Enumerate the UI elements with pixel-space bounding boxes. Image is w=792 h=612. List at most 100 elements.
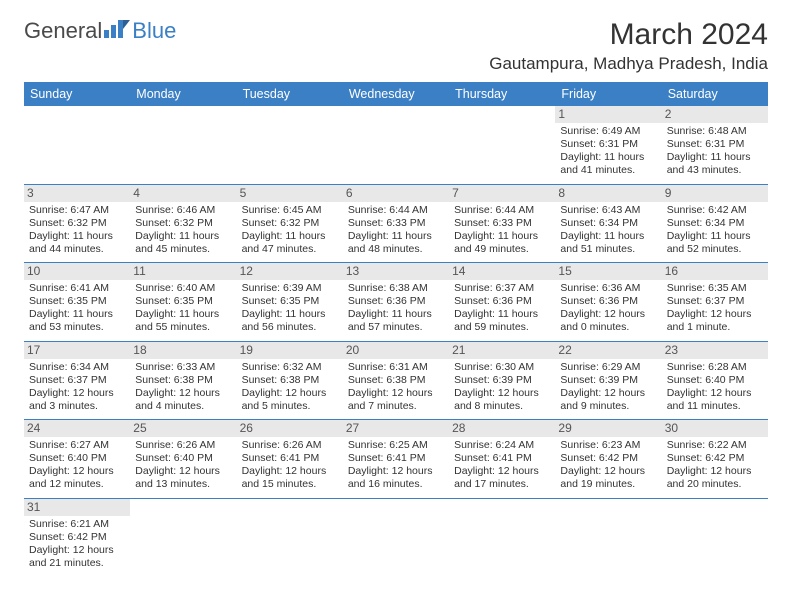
day-info: Sunrise: 6:31 AMSunset: 6:38 PMDaylight:…	[348, 361, 444, 414]
sunrise-text: Sunrise: 6:38 AM	[348, 282, 444, 295]
daylight-text: Daylight: 11 hours and 55 minutes.	[135, 308, 231, 334]
day-info: Sunrise: 6:43 AMSunset: 6:34 PMDaylight:…	[560, 204, 656, 257]
weekday-header: Sunday	[24, 82, 130, 106]
sunset-text: Sunset: 6:36 PM	[454, 295, 550, 308]
day-number: 22	[555, 342, 661, 359]
daylight-text: Daylight: 12 hours and 7 minutes.	[348, 387, 444, 413]
day-number: 11	[130, 263, 236, 280]
day-number: 6	[343, 185, 449, 202]
sunset-text: Sunset: 6:39 PM	[454, 374, 550, 387]
day-number: 23	[662, 342, 768, 359]
calendar-day-cell	[449, 498, 555, 576]
day-number: 13	[343, 263, 449, 280]
day-info: Sunrise: 6:44 AMSunset: 6:33 PMDaylight:…	[454, 204, 550, 257]
calendar-day-cell: 4 Sunrise: 6:46 AMSunset: 6:32 PMDaylight…	[130, 184, 236, 263]
day-info: Sunrise: 6:24 AMSunset: 6:41 PMDaylight:…	[454, 439, 550, 492]
weekday-header: Thursday	[449, 82, 555, 106]
sunrise-text: Sunrise: 6:47 AM	[29, 204, 125, 217]
daylight-text: Daylight: 11 hours and 52 minutes.	[667, 230, 763, 256]
calendar-week-row: 17Sunrise: 6:34 AMSunset: 6:37 PMDayligh…	[24, 341, 768, 420]
calendar-table: Sunday Monday Tuesday Wednesday Thursday…	[24, 82, 768, 576]
day-info: Sunrise: 6:46 AMSunset: 6:32 PMDaylight:…	[135, 204, 231, 257]
sunset-text: Sunset: 6:32 PM	[242, 217, 338, 230]
calendar-day-cell: 17Sunrise: 6:34 AMSunset: 6:37 PMDayligh…	[24, 341, 130, 420]
sunrise-text: Sunrise: 6:21 AM	[29, 518, 125, 531]
sunset-text: Sunset: 6:31 PM	[560, 138, 656, 151]
day-info: Sunrise: 6:41 AMSunset: 6:35 PMDaylight:…	[29, 282, 125, 335]
day-number: 4	[130, 185, 236, 202]
sunset-text: Sunset: 6:41 PM	[242, 452, 338, 465]
daylight-text: Daylight: 11 hours and 59 minutes.	[454, 308, 550, 334]
calendar-day-cell	[130, 106, 236, 184]
sunrise-text: Sunrise: 6:32 AM	[242, 361, 338, 374]
calendar-day-cell: 31Sunrise: 6:21 AMSunset: 6:42 PMDayligh…	[24, 498, 130, 576]
header: General Blue March 2024 Gautampura, Madh…	[24, 18, 768, 74]
calendar-week-row: 3Sunrise: 6:47 AMSunset: 6:32 PMDaylight…	[24, 184, 768, 263]
sunset-text: Sunset: 6:41 PM	[348, 452, 444, 465]
calendar-day-cell: 7Sunrise: 6:44 AMSunset: 6:33 PMDaylight…	[449, 184, 555, 263]
calendar-day-cell: 9Sunrise: 6:42 AMSunset: 6:34 PMDaylight…	[662, 184, 768, 263]
day-info: Sunrise: 6:45 AMSunset: 6:32 PMDaylight:…	[242, 204, 338, 257]
sunset-text: Sunset: 6:37 PM	[667, 295, 763, 308]
daylight-text: Daylight: 12 hours and 9 minutes.	[560, 387, 656, 413]
daylight-text: Daylight: 12 hours and 1 minute.	[667, 308, 763, 334]
day-number: 9	[662, 185, 768, 202]
day-number: 12	[237, 263, 343, 280]
calendar-day-cell: 29Sunrise: 6:23 AMSunset: 6:42 PMDayligh…	[555, 420, 661, 499]
sunrise-text: Sunrise: 6:44 AM	[454, 204, 550, 217]
sunset-text: Sunset: 6:33 PM	[348, 217, 444, 230]
daylight-text: Daylight: 11 hours and 56 minutes.	[242, 308, 338, 334]
sunset-text: Sunset: 6:35 PM	[242, 295, 338, 308]
calendar-day-cell: 27Sunrise: 6:25 AMSunset: 6:41 PMDayligh…	[343, 420, 449, 499]
weekday-header: Wednesday	[343, 82, 449, 106]
day-number: 25	[130, 420, 236, 437]
calendar-day-cell	[343, 498, 449, 576]
weekday-header: Monday	[130, 82, 236, 106]
day-info: Sunrise: 6:26 AMSunset: 6:41 PMDaylight:…	[242, 439, 338, 492]
daylight-text: Daylight: 11 hours and 44 minutes.	[29, 230, 125, 256]
sunset-text: Sunset: 6:34 PM	[667, 217, 763, 230]
day-info: Sunrise: 6:32 AMSunset: 6:38 PMDaylight:…	[242, 361, 338, 414]
calendar-day-cell: 5Sunrise: 6:45 AMSunset: 6:32 PMDaylight…	[237, 184, 343, 263]
sunrise-text: Sunrise: 6:49 AM	[560, 125, 656, 138]
sunrise-text: Sunrise: 6:48 AM	[667, 125, 763, 138]
calendar-day-cell: 21Sunrise: 6:30 AMSunset: 6:39 PMDayligh…	[449, 341, 555, 420]
day-info: Sunrise: 6:34 AMSunset: 6:37 PMDaylight:…	[29, 361, 125, 414]
sunset-text: Sunset: 6:32 PM	[135, 217, 231, 230]
sunrise-text: Sunrise: 6:26 AM	[135, 439, 231, 452]
daylight-text: Daylight: 12 hours and 13 minutes.	[135, 465, 231, 491]
daylight-text: Daylight: 12 hours and 11 minutes.	[667, 387, 763, 413]
sunset-text: Sunset: 6:37 PM	[29, 374, 125, 387]
sunset-text: Sunset: 6:42 PM	[560, 452, 656, 465]
day-number: 28	[449, 420, 555, 437]
sunset-text: Sunset: 6:35 PM	[135, 295, 231, 308]
calendar-day-cell: 19Sunrise: 6:32 AMSunset: 6:38 PMDayligh…	[237, 341, 343, 420]
calendar-day-cell: 24Sunrise: 6:27 AMSunset: 6:40 PMDayligh…	[24, 420, 130, 499]
daylight-text: Daylight: 12 hours and 16 minutes.	[348, 465, 444, 491]
day-info: Sunrise: 6:44 AMSunset: 6:33 PMDaylight:…	[348, 204, 444, 257]
day-info: Sunrise: 6:35 AMSunset: 6:37 PMDaylight:…	[667, 282, 763, 335]
logo-text-general: General	[24, 18, 102, 44]
daylight-text: Daylight: 12 hours and 4 minutes.	[135, 387, 231, 413]
day-number: 31	[24, 499, 130, 516]
day-number: 1	[555, 106, 661, 123]
calendar-day-cell: 25Sunrise: 6:26 AMSunset: 6:40 PMDayligh…	[130, 420, 236, 499]
daylight-text: Daylight: 11 hours and 48 minutes.	[348, 230, 444, 256]
calendar-day-cell: 26Sunrise: 6:26 AMSunset: 6:41 PMDayligh…	[237, 420, 343, 499]
daylight-text: Daylight: 11 hours and 51 minutes.	[560, 230, 656, 256]
calendar-week-row: 1Sunrise: 6:49 AMSunset: 6:31 PMDaylight…	[24, 106, 768, 184]
day-number: 20	[343, 342, 449, 359]
day-info: Sunrise: 6:47 AMSunset: 6:32 PMDaylight:…	[29, 204, 125, 257]
sunrise-text: Sunrise: 6:44 AM	[348, 204, 444, 217]
calendar-week-row: 24Sunrise: 6:27 AMSunset: 6:40 PMDayligh…	[24, 420, 768, 499]
calendar-day-cell: 10Sunrise: 6:41 AMSunset: 6:35 PMDayligh…	[24, 263, 130, 342]
sunset-text: Sunset: 6:34 PM	[560, 217, 656, 230]
sunset-text: Sunset: 6:38 PM	[348, 374, 444, 387]
day-info: Sunrise: 6:25 AMSunset: 6:41 PMDaylight:…	[348, 439, 444, 492]
calendar-day-cell: 22 Sunrise: 6:29 AMSunset: 6:39 PMDayligh…	[555, 341, 661, 420]
daylight-text: Daylight: 12 hours and 12 minutes.	[29, 465, 125, 491]
sunrise-text: Sunrise: 6:41 AM	[29, 282, 125, 295]
day-info: Sunrise: 6:33 AMSunset: 6:38 PMDaylight:…	[135, 361, 231, 414]
calendar-day-cell: 6 Sunrise: 6:44 AMSunset: 6:33 PMDaylight…	[343, 184, 449, 263]
day-info: Sunrise: 6:29 AMSunset: 6:39 PMDaylight:…	[560, 361, 656, 414]
